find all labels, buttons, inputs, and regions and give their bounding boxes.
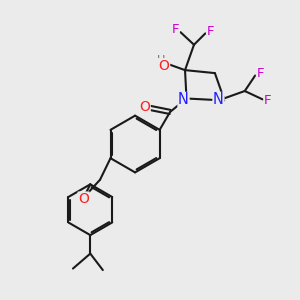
Text: H: H: [157, 55, 165, 65]
Text: F: F: [172, 23, 179, 36]
Text: O: O: [78, 192, 89, 206]
Text: O: O: [139, 100, 150, 114]
Text: O: O: [159, 58, 170, 73]
Text: N: N: [178, 92, 189, 107]
Text: N: N: [213, 92, 224, 107]
Text: F: F: [256, 67, 264, 80]
Text: F: F: [264, 94, 272, 107]
Text: F: F: [207, 25, 214, 38]
